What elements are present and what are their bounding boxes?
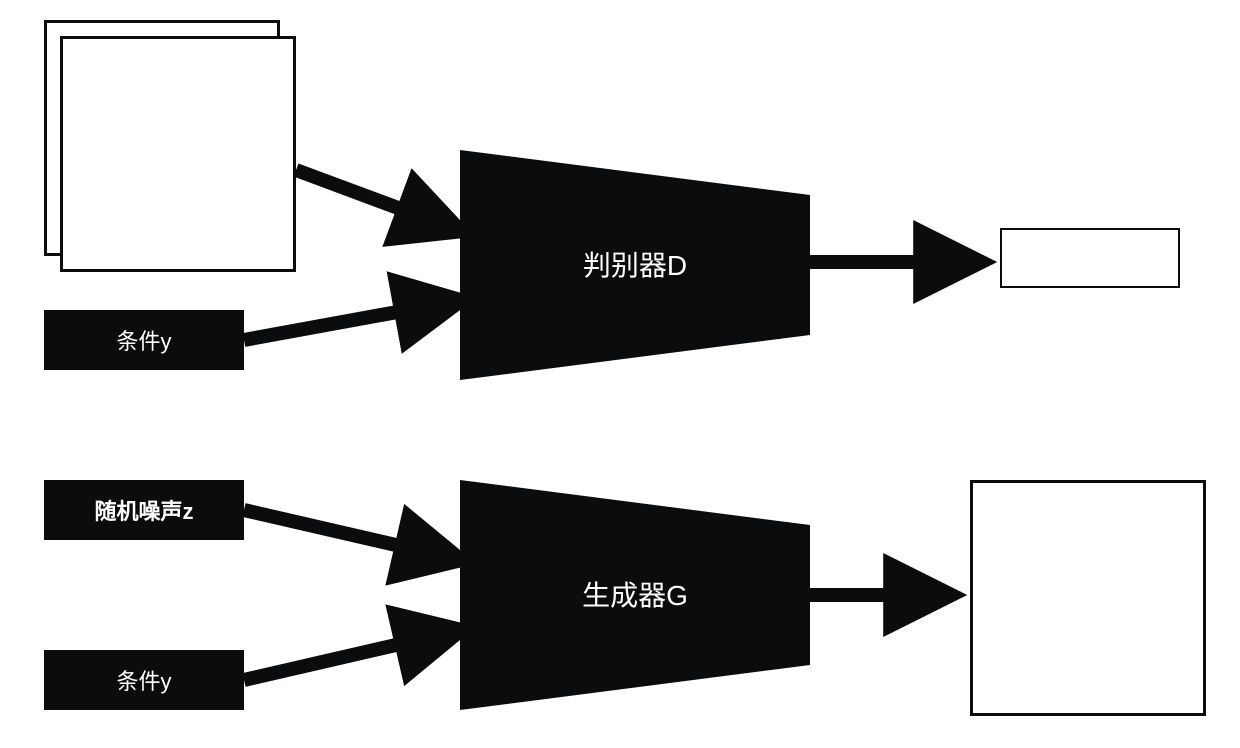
discriminator-node: 判别器D bbox=[460, 150, 810, 380]
condition-y-top: 条件y bbox=[44, 310, 244, 370]
noise-z: 随机噪声z bbox=[44, 480, 244, 540]
generator-label: 生成器G bbox=[582, 580, 688, 611]
diagram-canvas: 条件y 随机噪声z 条件y 判别器D 生成器G bbox=[0, 0, 1240, 748]
edge-cond-to-g bbox=[244, 632, 452, 680]
output-bot bbox=[970, 480, 1206, 716]
image-stack-front bbox=[60, 36, 296, 272]
output-top bbox=[1000, 228, 1180, 288]
condition-y-top-label: 条件y bbox=[116, 324, 171, 356]
condition-y-bot: 条件y bbox=[44, 650, 244, 710]
condition-y-bot-label: 条件y bbox=[116, 664, 171, 696]
edge-noise-to-g bbox=[244, 510, 452, 558]
edge-image-to-d bbox=[296, 170, 452, 228]
noise-z-label: 随机噪声z bbox=[94, 494, 193, 526]
edge-cond-to-d bbox=[244, 302, 452, 340]
edges bbox=[244, 170, 972, 680]
generator-node: 生成器G bbox=[460, 480, 810, 710]
discriminator-label: 判别器D bbox=[583, 250, 687, 281]
